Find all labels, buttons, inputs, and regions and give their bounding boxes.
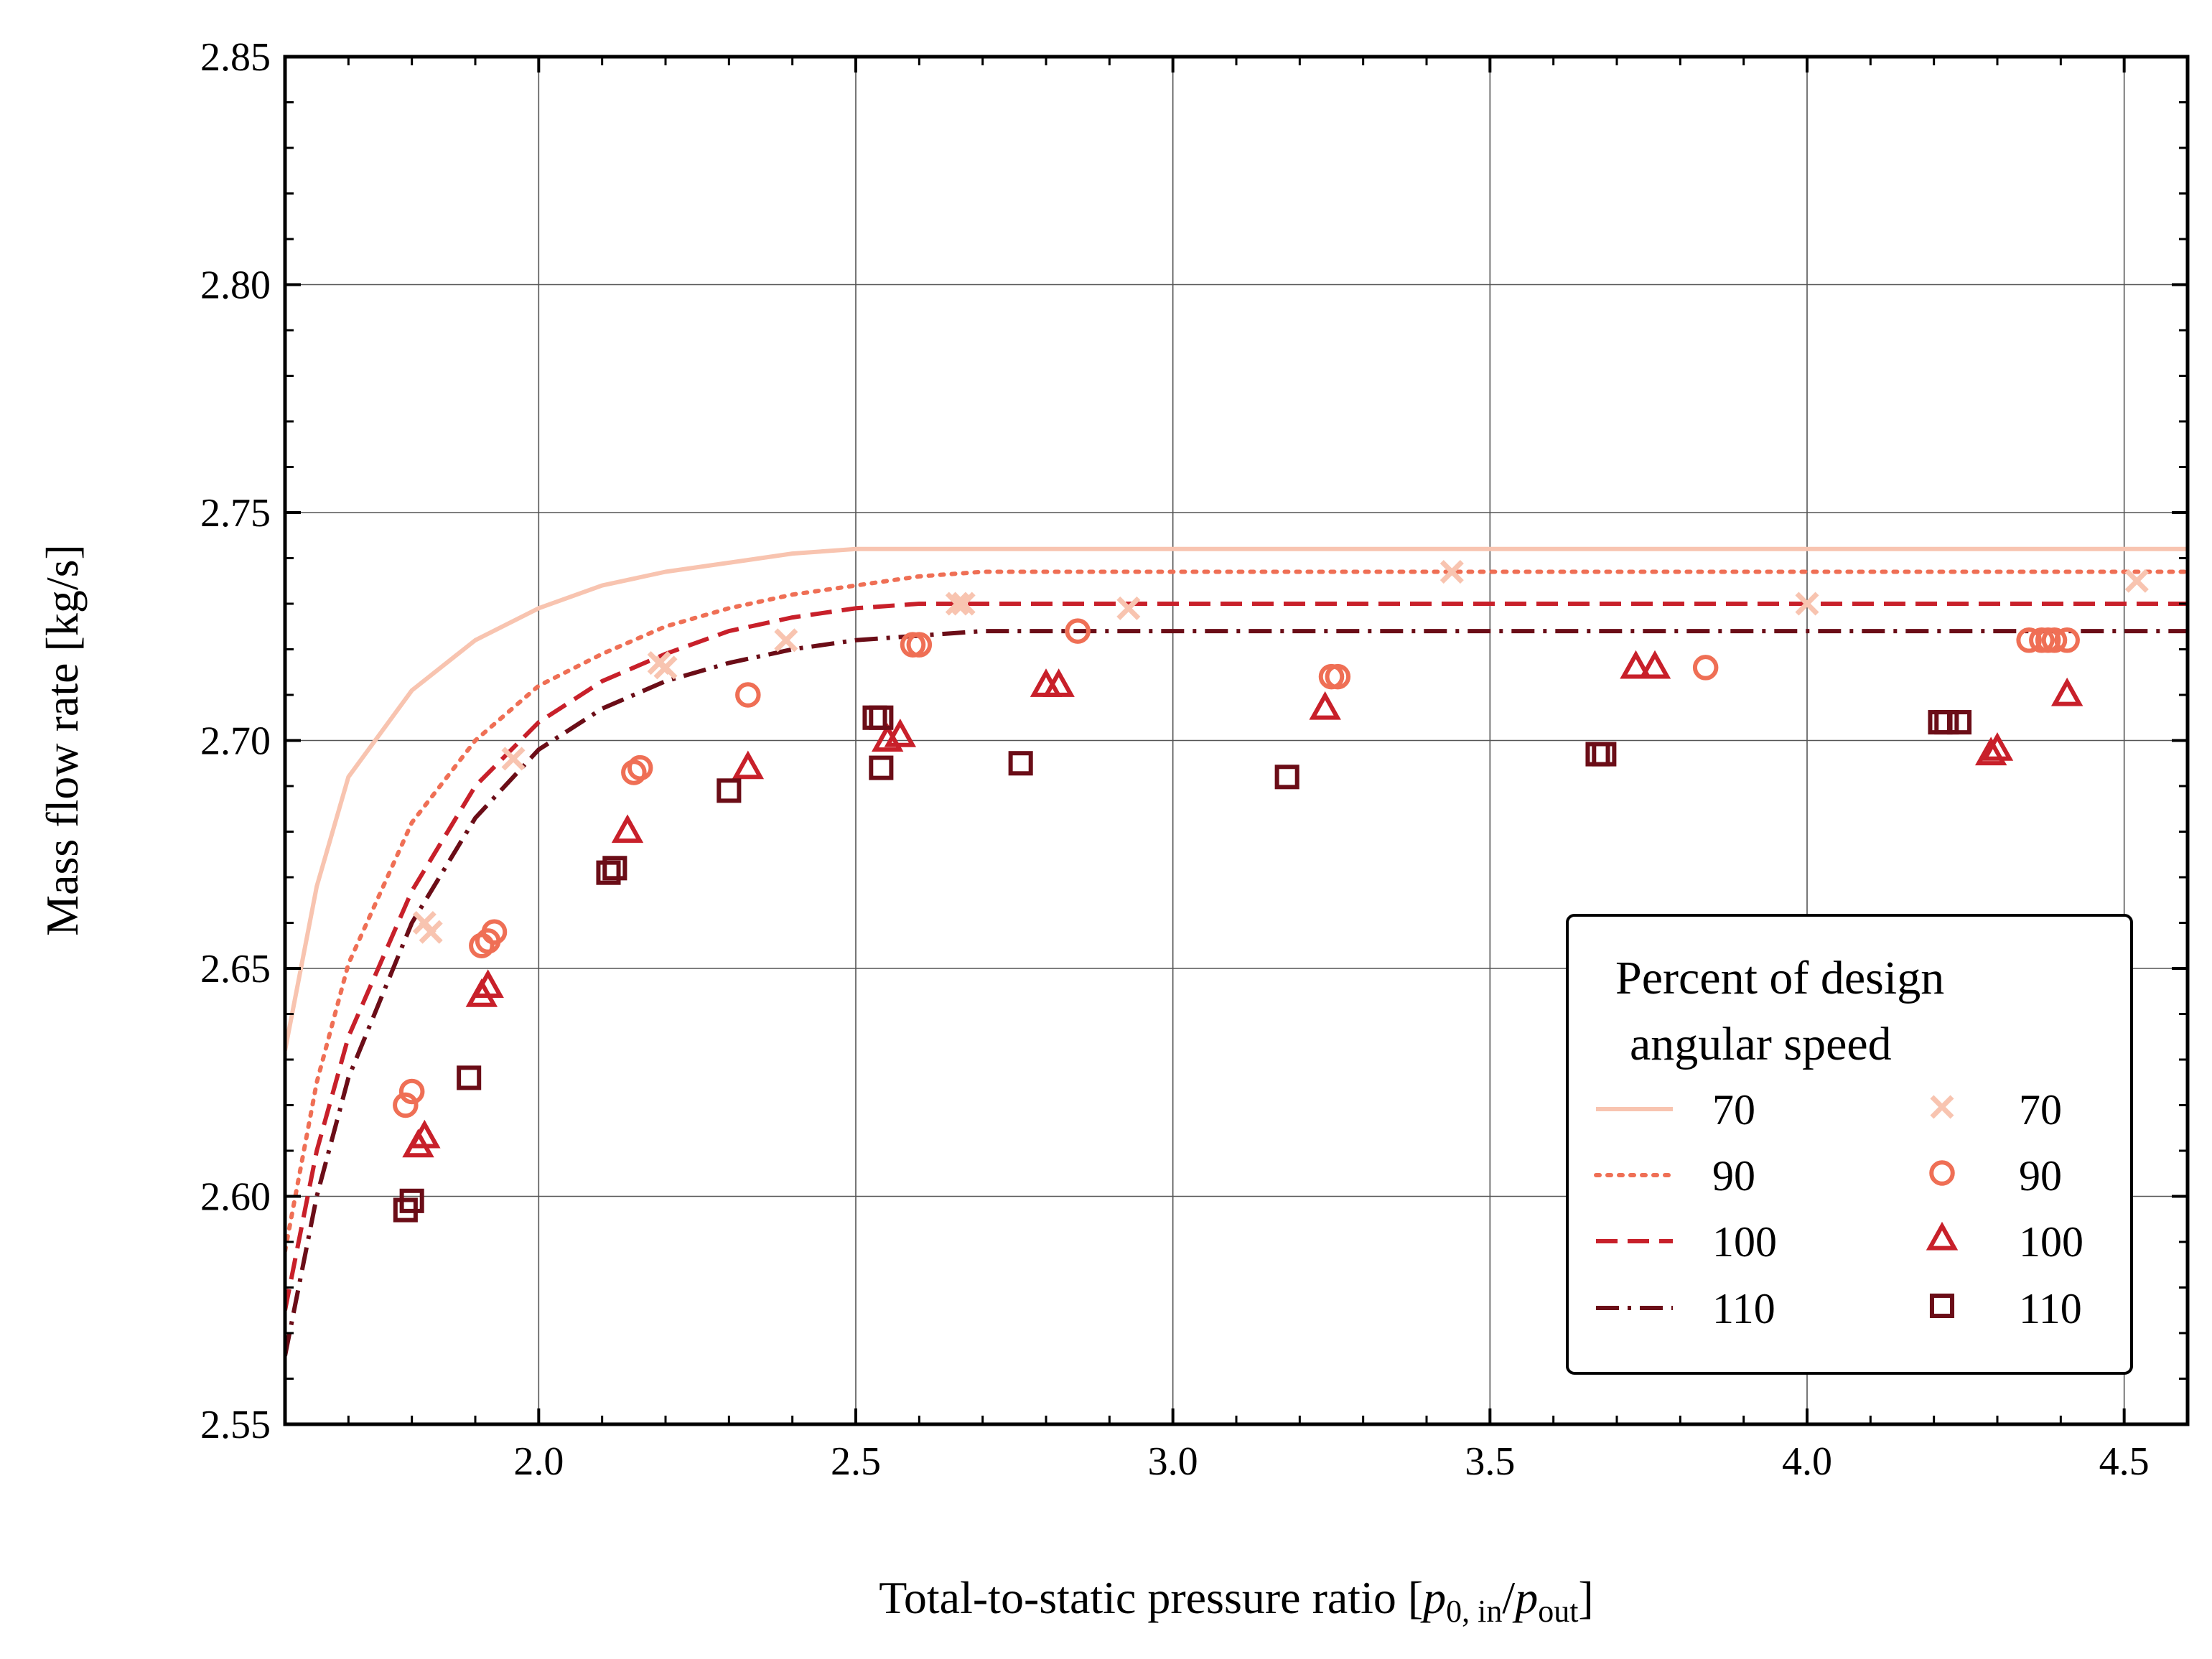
marker-110-12 xyxy=(1592,742,1617,767)
marker-110-10 xyxy=(1274,765,1299,790)
legend-title-line-2: angular speed xyxy=(1630,1018,1892,1070)
curve-100 xyxy=(285,602,2188,1311)
marker-110-8 xyxy=(869,755,894,780)
marker-70-1 xyxy=(419,920,443,944)
marker-70-5 xyxy=(774,628,798,653)
x-tick-label-5: 4.5 xyxy=(2099,1439,2150,1484)
model-curves xyxy=(285,546,2188,1357)
marker-100-4 xyxy=(611,814,644,843)
marker-70-4 xyxy=(653,655,678,680)
marker-100-5 xyxy=(732,750,765,780)
y-tick-label-2: 2.65 xyxy=(200,947,271,991)
legend-marker-90 xyxy=(1929,1160,1955,1186)
legend-line-label-100: 100 xyxy=(1712,1218,1777,1266)
marker-100-13 xyxy=(1974,737,2007,766)
marker-70-7 xyxy=(951,592,976,616)
marker-100-9 xyxy=(1042,668,1075,697)
marker-90-17 xyxy=(2041,627,2068,653)
marker-70-9 xyxy=(1439,560,1464,584)
marker-100-11 xyxy=(1620,650,1652,679)
marker-100-7 xyxy=(884,719,917,747)
marker-100-15 xyxy=(2050,677,2083,706)
marker-110-1 xyxy=(399,1188,424,1213)
measurement-markers xyxy=(393,560,2149,1223)
legend: Percent of design angular speed 70 90 100 1… xyxy=(1566,914,2133,1375)
x-tick-label-0: 2.0 xyxy=(513,1439,564,1484)
legend-marker-100 xyxy=(1926,1221,1959,1251)
legend-line-label-90: 90 xyxy=(1712,1152,1755,1200)
marker-100-10 xyxy=(1309,691,1341,720)
marker-90-6 xyxy=(627,754,653,781)
marker-100-12 xyxy=(1638,650,1671,679)
marker-90-1 xyxy=(398,1078,425,1105)
marker-100-3 xyxy=(472,969,504,998)
marker-90-10 xyxy=(1065,618,1091,644)
legend-line-label-110: 110 xyxy=(1712,1285,1775,1332)
x-tick-label-3: 3.5 xyxy=(1465,1439,1515,1484)
marker-90-7 xyxy=(735,682,761,708)
tick-labels: 2.0 2.5 3.0 3.5 4.0 4.5 2.55 2.60 2.65 2.70 2.75 2.… xyxy=(200,35,2150,1484)
x-axis-title: Total-to-static pressure ratio [p0, in/p… xyxy=(879,1572,1593,1629)
legend-marker-70 xyxy=(1930,1095,1954,1119)
y-tick-label-4: 2.75 xyxy=(200,491,271,536)
x-tick-label-1: 2.5 xyxy=(831,1439,881,1484)
y-tick-label-3: 2.70 xyxy=(200,719,271,764)
y-tick-label-6: 2.85 xyxy=(200,35,271,80)
marker-70-2 xyxy=(501,747,526,771)
marker-90-12 xyxy=(1325,663,1351,690)
y-tick-label-1: 2.60 xyxy=(200,1175,271,1220)
curve-90 xyxy=(285,569,2188,1253)
y-axis-title: Mass flow rate [kg/s] xyxy=(37,544,88,936)
marker-110-7 xyxy=(869,705,894,730)
legend-marker-label-90: 90 xyxy=(2019,1152,2062,1200)
legend-entries: 70 90 100 110 70 90 100 110 xyxy=(1594,1086,2083,1332)
marker-90-9 xyxy=(906,632,933,658)
marker-70-6 xyxy=(945,592,969,616)
marker-100-1 xyxy=(409,1119,441,1149)
marker-110-5 xyxy=(717,778,742,803)
curve-110 xyxy=(285,629,2188,1357)
x-tick-label-4: 4.0 xyxy=(1782,1439,1832,1484)
curve-70 xyxy=(285,546,2188,1051)
marker-110-9 xyxy=(1008,751,1033,776)
legend-marker-label-70: 70 xyxy=(2019,1086,2062,1134)
marker-90-0 xyxy=(393,1092,419,1118)
marker-70-8 xyxy=(1116,596,1141,620)
legend-box xyxy=(1566,914,2133,1375)
y-tick-label-5: 2.80 xyxy=(200,263,271,308)
marker-110-15 xyxy=(1946,710,1972,735)
marker-100-14 xyxy=(1981,732,2014,761)
marker-90-13 xyxy=(1692,655,1719,681)
legend-line-label-70: 70 xyxy=(1712,1086,1755,1134)
marker-70-11 xyxy=(2124,569,2149,593)
legend-marker-110 xyxy=(1929,1293,1955,1319)
legend-title-line-1: Percent of design xyxy=(1615,952,1944,1004)
marker-70-10 xyxy=(1795,592,1819,616)
marker-90-14 xyxy=(2016,627,2042,653)
marker-90-18 xyxy=(2054,627,2080,653)
marker-110-14 xyxy=(1934,710,1959,735)
legend-marker-label-100: 100 xyxy=(2019,1218,2083,1266)
y-tick-label-0: 2.55 xyxy=(200,1403,271,1447)
marker-110-3 xyxy=(596,860,621,885)
axes xyxy=(283,55,2190,1426)
grid xyxy=(285,57,2188,1424)
legend-marker-label-110: 110 xyxy=(2019,1285,2082,1332)
marker-90-4 xyxy=(481,919,508,945)
marker-110-2 xyxy=(457,1065,482,1090)
marker-110-4 xyxy=(602,856,627,881)
x-tick-label-2: 3.0 xyxy=(1148,1439,1198,1484)
